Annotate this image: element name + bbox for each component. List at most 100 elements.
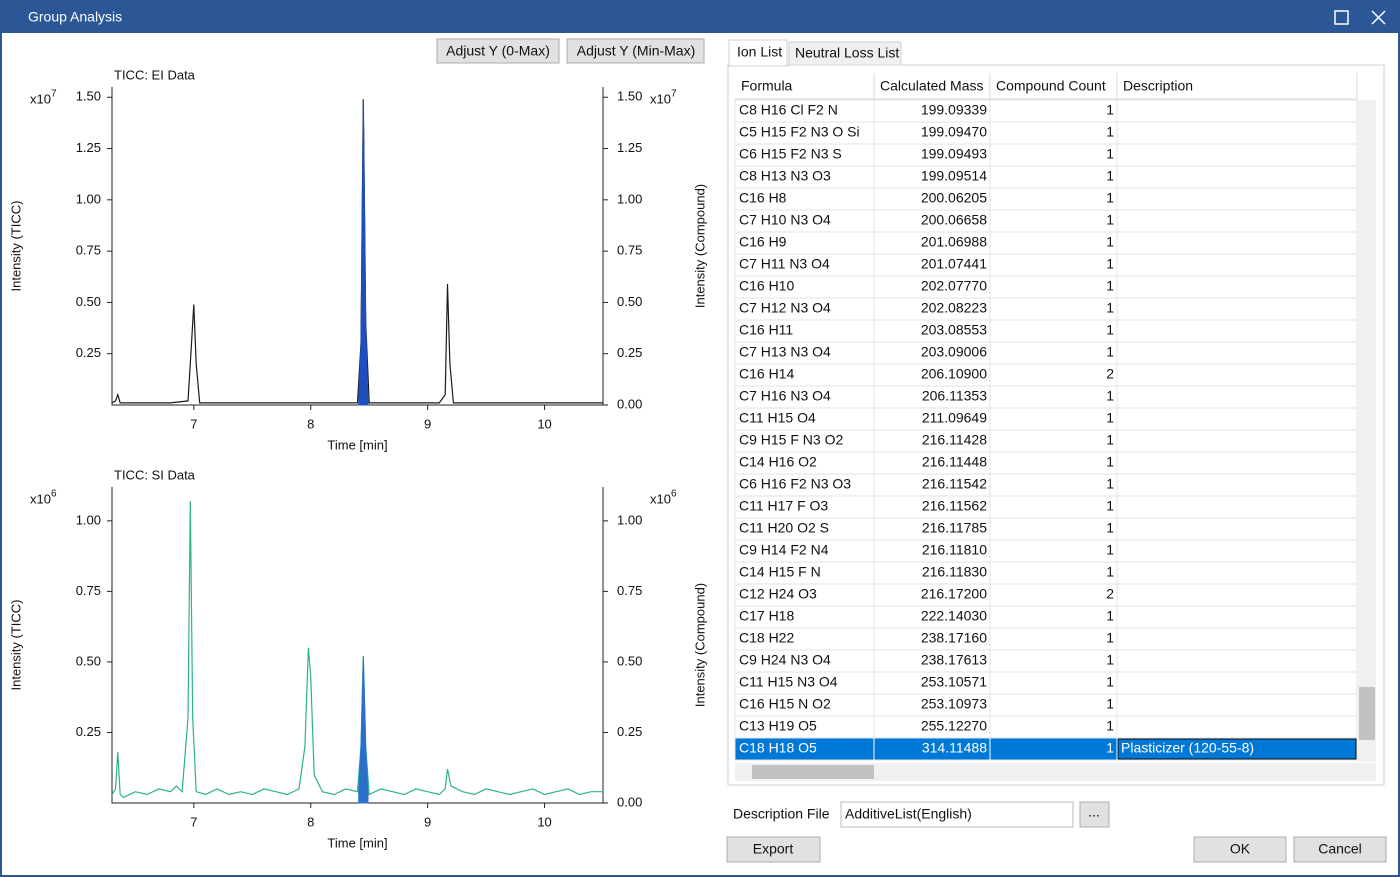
table-cell: C11 H15 N3 O4 [739, 674, 838, 690]
description-file-input[interactable] [840, 801, 1074, 828]
table-cell: C13 H19 O5 [739, 718, 817, 734]
adjust-y-0-max-button[interactable] [436, 38, 560, 64]
y2-tick-label: 0.25 [617, 724, 642, 739]
table-cell: 199.09493 [921, 146, 987, 162]
button-label: OK [1230, 841, 1251, 857]
x-tick-label: 7 [190, 814, 197, 829]
table-cell: 199.09470 [921, 124, 987, 140]
axis-multiplier: x10 [30, 491, 51, 506]
y2-tick-label: 0.00 [617, 396, 642, 411]
table-cell: 216.11785 [922, 520, 987, 536]
y-tick-label: 1.50 [76, 89, 101, 104]
table-cell: 216.11562 [922, 498, 987, 514]
close-button[interactable] [1371, 10, 1386, 25]
x-tick-label: 9 [424, 814, 431, 829]
table-cell: C5 H15 F2 N3 O Si [739, 124, 860, 140]
table-cell: 201.07441 [921, 256, 987, 272]
button-label: ... [1088, 804, 1100, 820]
table-row [734, 275, 1358, 299]
table-cell: C11 H17 F O3 [739, 498, 828, 514]
table-cell: C18 H18 O5 [739, 740, 817, 756]
table-row [734, 231, 1358, 255]
table-cell: 1 [1106, 322, 1114, 338]
table-cell: 216.11542 [922, 476, 987, 492]
table-cell: 1 [1106, 256, 1114, 272]
x-axis-label: Time [min] [327, 835, 387, 850]
button-label: Adjust Y (0-Max) [446, 43, 550, 59]
y-tick-label: 1.00 [76, 191, 101, 206]
y-tick-label: 0.75 [76, 583, 101, 598]
table-row [734, 605, 1358, 629]
horizontal-scrollbar[interactable] [735, 763, 1376, 781]
scrollbar-thumb[interactable] [752, 765, 874, 779]
table-cell: 216.11830 [922, 564, 987, 580]
table-row [734, 187, 1358, 211]
table-cell: 1 [1106, 696, 1114, 712]
y2-axis-label: Intensity (Compound) [692, 184, 707, 308]
y2-axis-label: Intensity (Compound) [692, 583, 707, 707]
button-label: Cancel [1318, 841, 1362, 857]
export-button[interactable] [726, 836, 821, 863]
table-cell: C16 H9 [739, 234, 787, 250]
scrollbar-thumb[interactable] [1359, 687, 1375, 740]
table-cell: C8 H16 Cl F2 N [739, 102, 838, 118]
tab-active[interactable] [728, 39, 788, 67]
table-cell: 238.17160 [921, 630, 987, 646]
x-axis-label: Time [min] [327, 437, 387, 452]
description-file-label: Description File [733, 806, 830, 822]
table-cell: 1 [1106, 278, 1114, 294]
table-cell: C9 H15 F N3 O2 [739, 432, 843, 448]
y2-tick-label: 0.25 [617, 345, 642, 360]
y2-tick-label: 0.00 [617, 794, 642, 809]
y-axis-label: Intensity (TICC) [8, 200, 23, 291]
table-cell: C7 H13 N3 O4 [739, 344, 831, 360]
table-cell: 1 [1106, 410, 1114, 426]
trace-line [111, 501, 603, 799]
y-tick-label: 0.50 [76, 653, 101, 668]
table-cell: 1 [1106, 718, 1114, 734]
table-cell: 199.09339 [921, 102, 987, 118]
table-row [734, 407, 1358, 431]
ok-button[interactable] [1193, 836, 1287, 863]
table-cell: C12 H24 O3 [739, 586, 817, 602]
table-cell: 201.06988 [921, 234, 987, 250]
table-cell: 206.10900 [921, 366, 987, 382]
table-cell: 2 [1106, 586, 1114, 602]
focused-cell [1117, 738, 1357, 760]
tab-label: Neutral Loss List [795, 45, 899, 61]
y-tick-label: 0.25 [76, 724, 101, 739]
maximize-button[interactable] [1334, 10, 1349, 25]
table-cell: 200.06658 [921, 212, 987, 228]
x-tick-label: 9 [424, 416, 431, 431]
column-header: Description [1123, 78, 1193, 94]
axis-exponent: 6 [51, 489, 57, 500]
table-cell: 203.09006 [921, 344, 987, 360]
table-cell: C16 H14 [739, 366, 794, 382]
table-cell: C16 H10 [739, 278, 794, 294]
table-row [734, 583, 1358, 607]
y2-tick-label: 1.00 [617, 191, 642, 206]
y-tick-label: 1.25 [76, 140, 101, 155]
button-label: Adjust Y (Min-Max) [577, 43, 696, 59]
table-cell: 1 [1106, 212, 1114, 228]
column-header: Calculated Mass [880, 78, 984, 94]
table-cell: 202.07770 [921, 278, 987, 294]
table-cell: 1 [1106, 542, 1114, 558]
browse-button[interactable] [1079, 801, 1110, 828]
tab-label: Ion List [737, 44, 782, 60]
axis-multiplier: x10 [30, 91, 51, 106]
cancel-button[interactable] [1293, 836, 1387, 863]
table-cell: 1 [1106, 520, 1114, 536]
peak-area [358, 656, 369, 804]
adjust-y-min-max-button[interactable] [566, 38, 705, 64]
table-cell: 1 [1106, 498, 1114, 514]
y2-tick-label: 0.75 [617, 243, 642, 258]
table-cell: C9 H14 F2 N4 [739, 542, 829, 558]
y-tick-label: 0.25 [76, 345, 101, 360]
x-tick-label: 7 [190, 416, 197, 431]
table-cell: 1 [1106, 124, 1114, 140]
vertical-scrollbar[interactable] [1358, 100, 1376, 762]
table-cell: 255.12270 [921, 718, 987, 734]
tab[interactable] [788, 41, 902, 66]
